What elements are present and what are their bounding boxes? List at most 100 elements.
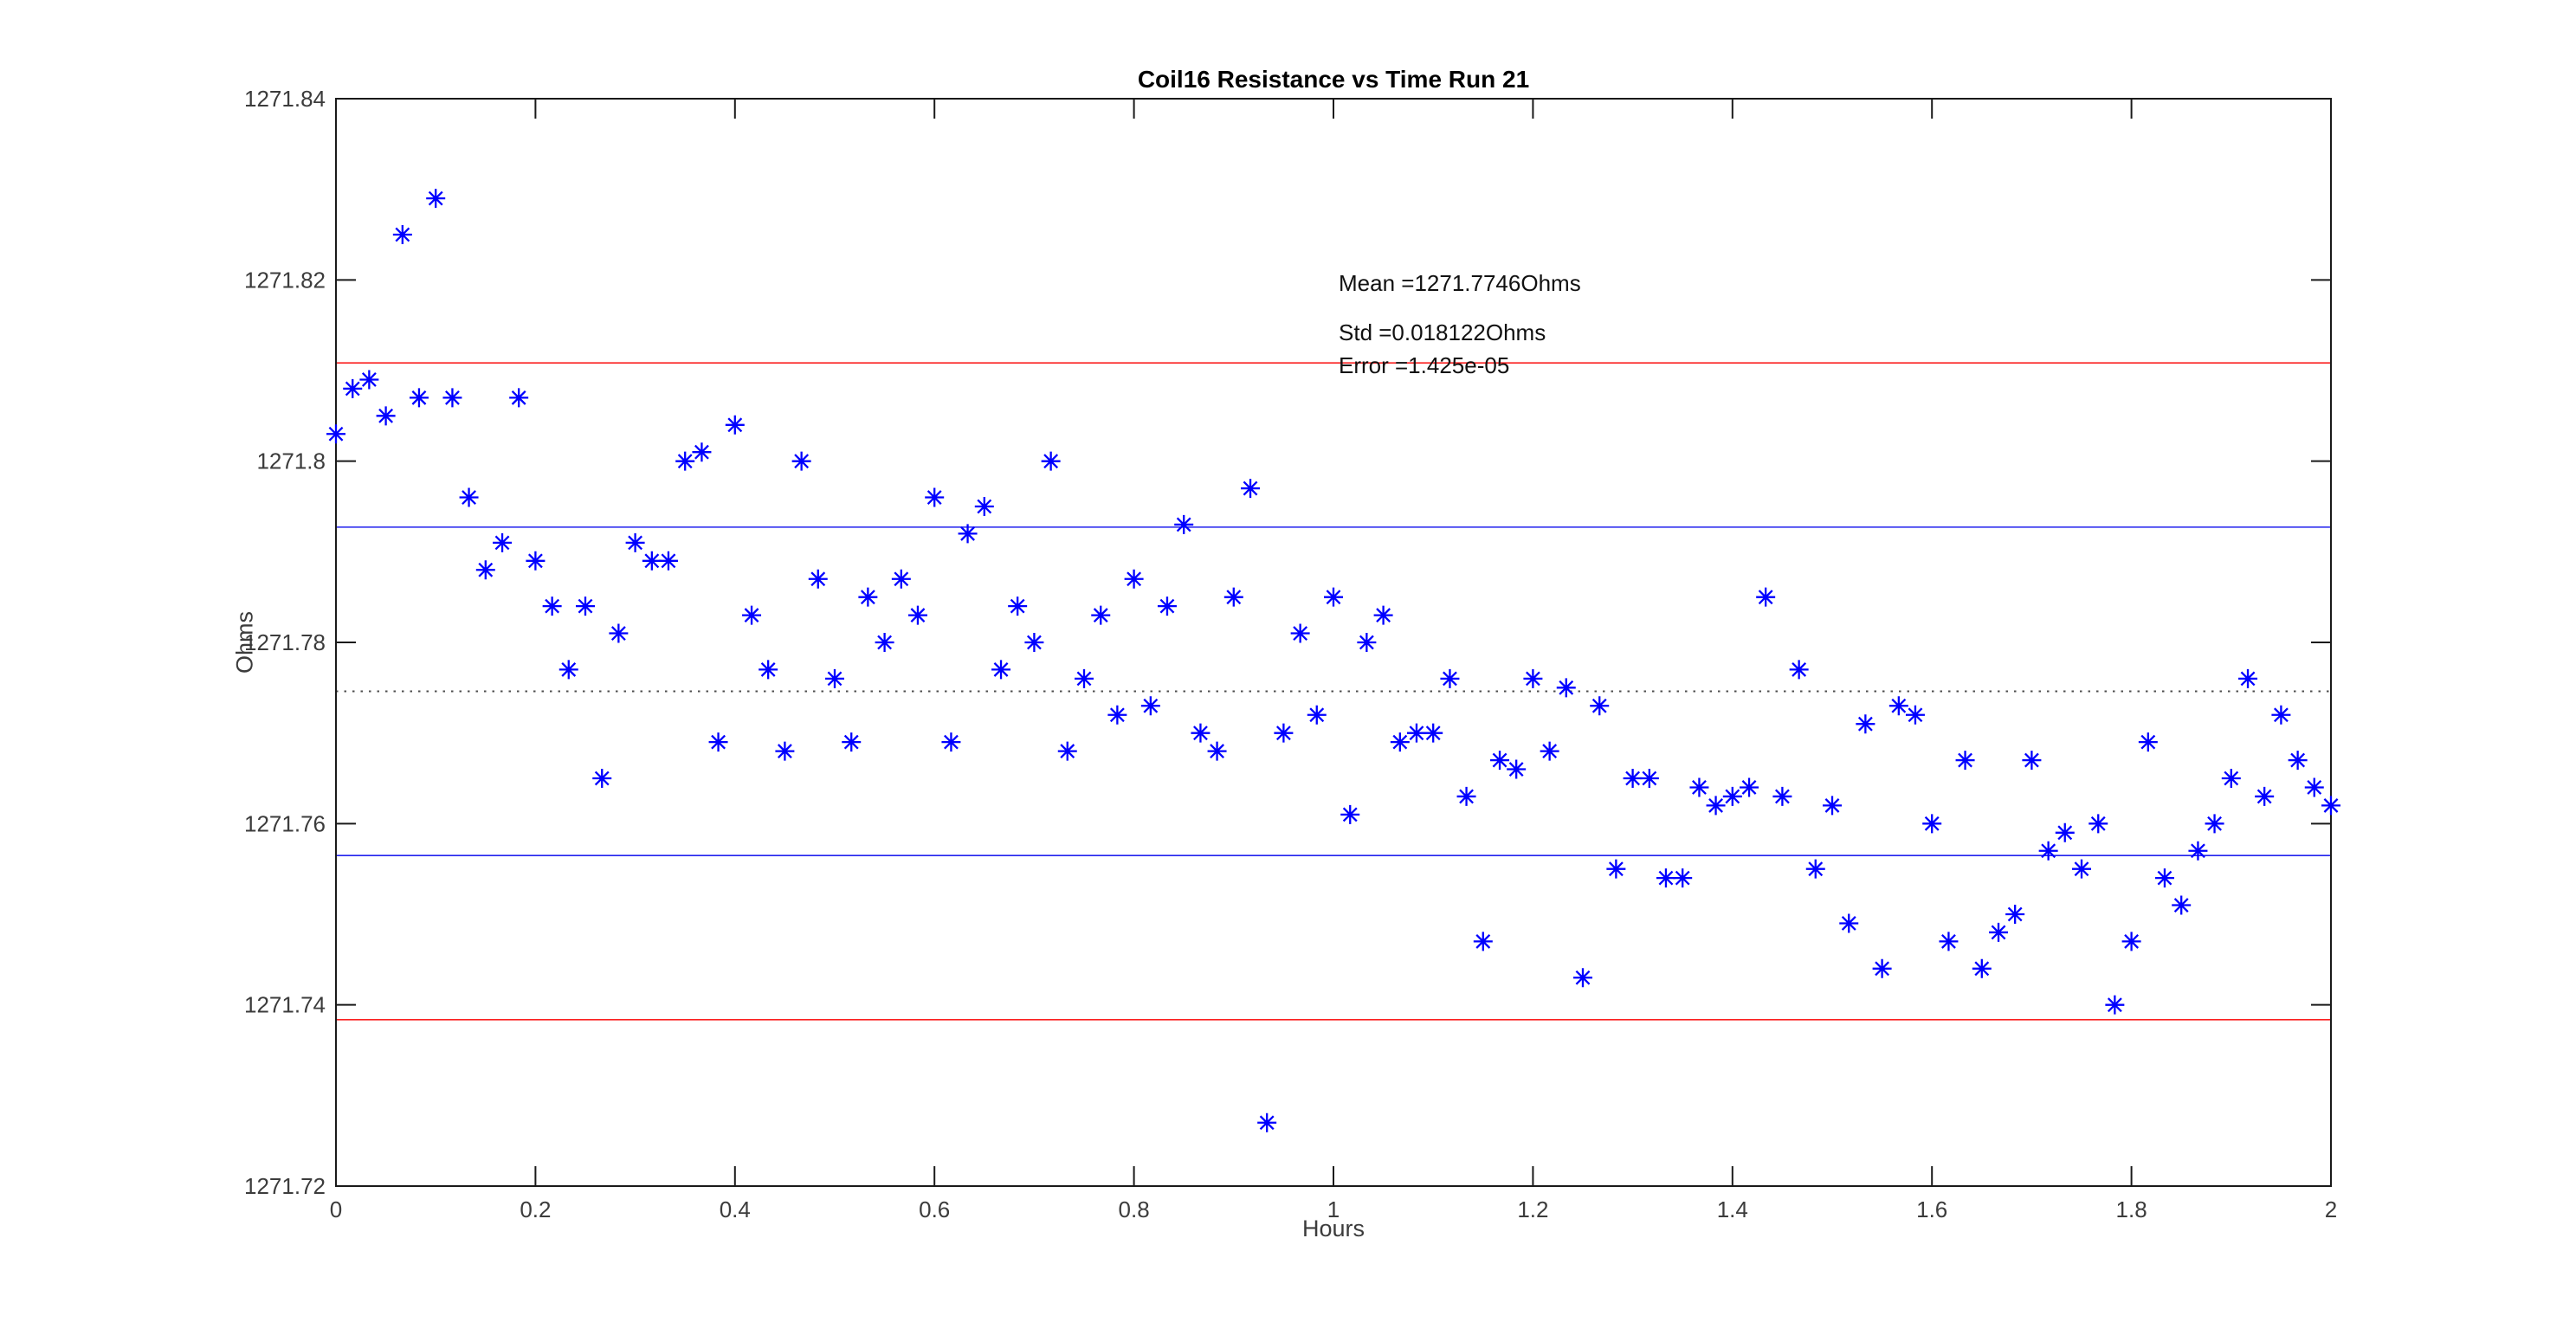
data-point-marker bbox=[2255, 786, 2275, 806]
data-point-marker bbox=[1075, 668, 1094, 688]
data-point-marker bbox=[442, 388, 462, 408]
data-point-marker bbox=[2188, 841, 2208, 861]
data-point-marker bbox=[708, 732, 728, 752]
data-point-marker bbox=[891, 569, 911, 589]
chart-title: Coil16 Resistance vs Time Run 21 bbox=[1137, 66, 1530, 93]
data-point-marker bbox=[775, 741, 795, 761]
data-point-marker bbox=[2005, 905, 2025, 924]
data-point-marker bbox=[1473, 932, 1493, 951]
x-tick-label: 0.2 bbox=[520, 1196, 551, 1222]
data-point-marker bbox=[1789, 660, 1809, 680]
data-point-marker bbox=[1623, 769, 1643, 788]
data-point-marker bbox=[858, 587, 878, 607]
data-point-marker bbox=[426, 189, 446, 209]
data-point-marker bbox=[1722, 786, 1742, 806]
data-point-marker bbox=[2105, 995, 2125, 1015]
data-point-marker bbox=[2221, 769, 2241, 788]
data-point-marker bbox=[592, 769, 612, 788]
data-point-marker bbox=[2172, 895, 2192, 915]
data-point-marker bbox=[625, 532, 645, 552]
data-point-marker bbox=[991, 660, 1011, 680]
data-point-marker bbox=[1823, 796, 1842, 816]
data-point-marker bbox=[526, 551, 546, 571]
data-point-marker bbox=[1989, 922, 2009, 942]
x-tick-label: 1.4 bbox=[1717, 1196, 1748, 1222]
data-point-marker bbox=[2154, 868, 2174, 888]
data-point-marker bbox=[1390, 732, 1410, 752]
data-point-marker bbox=[842, 732, 862, 752]
data-point-marker bbox=[1756, 587, 1776, 607]
error-annotation: Error =1.425e-05 bbox=[1339, 352, 1510, 378]
data-point-marker bbox=[1191, 723, 1211, 743]
data-point-marker bbox=[1955, 751, 1975, 771]
data-point-marker bbox=[1307, 705, 1327, 725]
data-point-marker bbox=[1174, 514, 1194, 534]
data-point-marker bbox=[2288, 751, 2308, 771]
data-point-marker bbox=[1639, 769, 1659, 788]
data-point-marker bbox=[475, 560, 495, 580]
data-point-marker bbox=[1140, 696, 1160, 716]
x-tick-label: 1.8 bbox=[2116, 1196, 2147, 1222]
data-point-marker bbox=[2055, 822, 2075, 842]
data-point-marker bbox=[1772, 786, 1792, 806]
data-point-marker bbox=[907, 605, 927, 625]
data-point-marker bbox=[1290, 623, 1310, 643]
data-point-marker bbox=[1406, 723, 1426, 743]
data-point-marker bbox=[2072, 859, 2091, 879]
plot-border bbox=[335, 98, 2332, 1187]
data-point-marker bbox=[2304, 777, 2324, 797]
data-point-marker bbox=[392, 225, 412, 244]
data-point-marker bbox=[1573, 968, 1592, 988]
data-point-marker bbox=[509, 388, 529, 408]
x-axis-label: Hours bbox=[1301, 1216, 1365, 1241]
data-point-marker bbox=[1357, 633, 1377, 652]
data-point-marker bbox=[808, 569, 828, 589]
x-tick-label: 0 bbox=[330, 1196, 342, 1222]
data-point-marker bbox=[658, 551, 678, 571]
data-point-marker bbox=[542, 597, 562, 616]
data-point-marker bbox=[1905, 705, 1925, 725]
data-point-marker bbox=[1656, 868, 1675, 888]
y-tick-label: 1271.72 bbox=[244, 1173, 326, 1199]
x-tick-label: 0.6 bbox=[919, 1196, 950, 1222]
data-point-marker bbox=[376, 406, 396, 426]
data-point-marker bbox=[791, 451, 811, 471]
data-point-marker bbox=[1507, 759, 1527, 779]
data-point-marker bbox=[1223, 587, 1243, 607]
data-point-marker bbox=[1024, 633, 1044, 652]
y-tick-label: 1271.78 bbox=[244, 629, 326, 655]
data-point-marker bbox=[759, 660, 778, 680]
y-tick-label: 1271.74 bbox=[244, 992, 326, 1018]
data-point-marker bbox=[1456, 786, 1476, 806]
data-point-marker bbox=[558, 660, 578, 680]
data-point-marker bbox=[2089, 814, 2108, 834]
data-point-marker bbox=[1740, 777, 1759, 797]
data-point-marker bbox=[2205, 814, 2224, 834]
data-point-marker bbox=[642, 551, 662, 571]
data-point-marker bbox=[2321, 796, 2340, 816]
data-point-marker bbox=[1091, 605, 1111, 625]
data-point-marker bbox=[1922, 814, 1942, 834]
data-point-marker bbox=[1107, 705, 1127, 725]
data-point-marker bbox=[1888, 696, 1908, 716]
data-point-marker bbox=[343, 378, 363, 398]
data-point-marker bbox=[2238, 668, 2258, 688]
data-point-marker bbox=[875, 633, 894, 652]
mean-annotation: Mean =1271.7746Ohms bbox=[1339, 270, 1581, 296]
data-point-marker bbox=[1972, 958, 1992, 978]
data-point-marker bbox=[1157, 597, 1177, 616]
data-point-marker bbox=[1706, 796, 1726, 816]
data-point-marker bbox=[1241, 479, 1261, 499]
data-point-marker bbox=[742, 605, 762, 625]
data-point-marker bbox=[1124, 569, 1144, 589]
data-point-marker bbox=[1856, 714, 1876, 734]
data-point-marker bbox=[1673, 868, 1693, 888]
data-point-marker bbox=[409, 388, 429, 408]
data-point-marker bbox=[326, 424, 345, 444]
data-point-marker bbox=[692, 442, 712, 462]
x-tick-label: 1.6 bbox=[1916, 1196, 1947, 1222]
y-axis-label: Ohms bbox=[231, 610, 258, 674]
y-tick-label: 1271.82 bbox=[244, 267, 326, 293]
data-point-marker bbox=[359, 370, 379, 390]
